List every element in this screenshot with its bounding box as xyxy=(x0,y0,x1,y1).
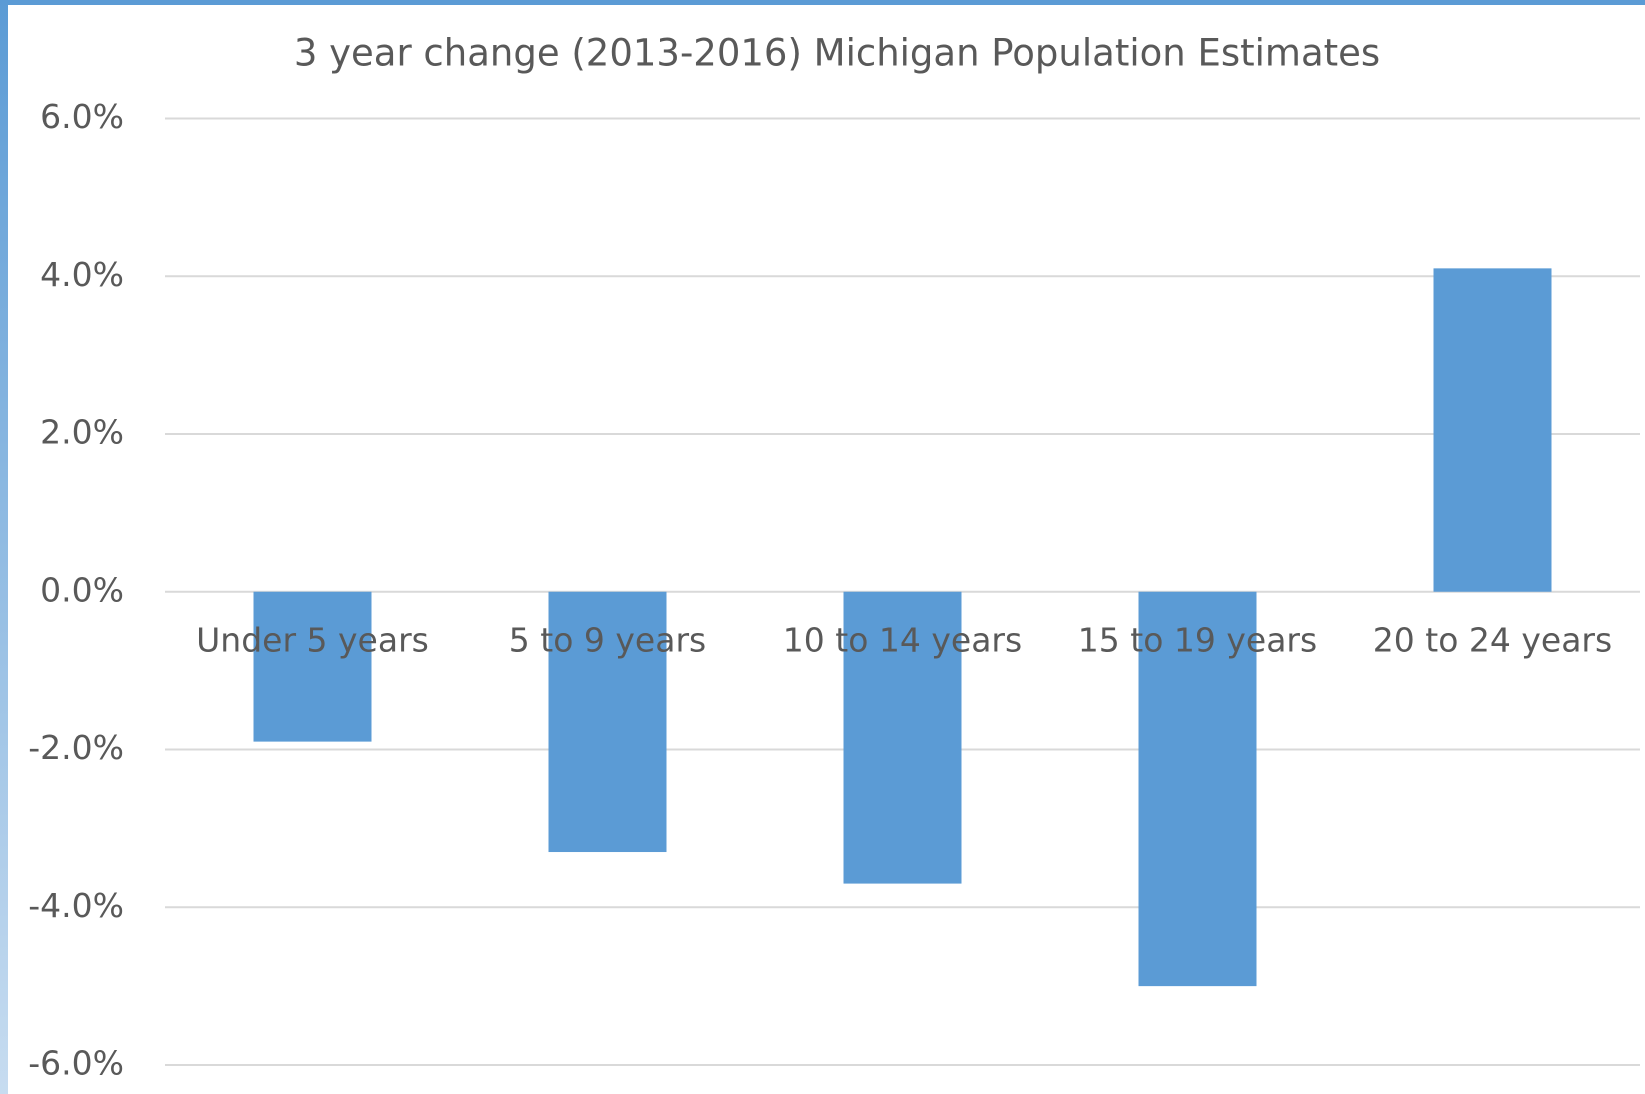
y-tick-label: -2.0% xyxy=(28,728,124,767)
x-tick-label: 15 to 19 years xyxy=(1078,620,1317,659)
left-border xyxy=(0,0,8,1094)
labels: Under 5 years 5 to 9 years 10 to 14 years 1… xyxy=(196,620,1612,659)
bar xyxy=(548,591,667,853)
y-tick-label: 2.0% xyxy=(40,413,124,452)
y-tick-label: -4.0% xyxy=(28,886,124,925)
x-tick-label: 10 to 14 years xyxy=(783,620,1022,659)
y-tick-label: 4.0% xyxy=(40,255,124,294)
bar xyxy=(843,591,962,884)
y-tick-label: -6.0% xyxy=(28,1044,124,1083)
bar xyxy=(1433,268,1552,592)
x-tick-label: 5 to 9 years xyxy=(509,620,706,659)
grid: -6.0% -4.0% -2.0% 0.0% 2.0% 4.0% 6.0% xyxy=(28,97,1640,1083)
top-border xyxy=(0,0,1645,5)
y-tick-label: 0.0% xyxy=(40,570,124,609)
x-tick-label: Under 5 years xyxy=(196,620,429,659)
y-tick-label: 6.0% xyxy=(40,97,124,136)
bar xyxy=(253,591,372,742)
x-tick-label: 20 to 24 years xyxy=(1373,620,1612,659)
bar xyxy=(1138,591,1257,987)
bars xyxy=(253,268,1552,987)
chart-title: 3 year change (2013-2016) Michigan Popul… xyxy=(294,32,1380,75)
